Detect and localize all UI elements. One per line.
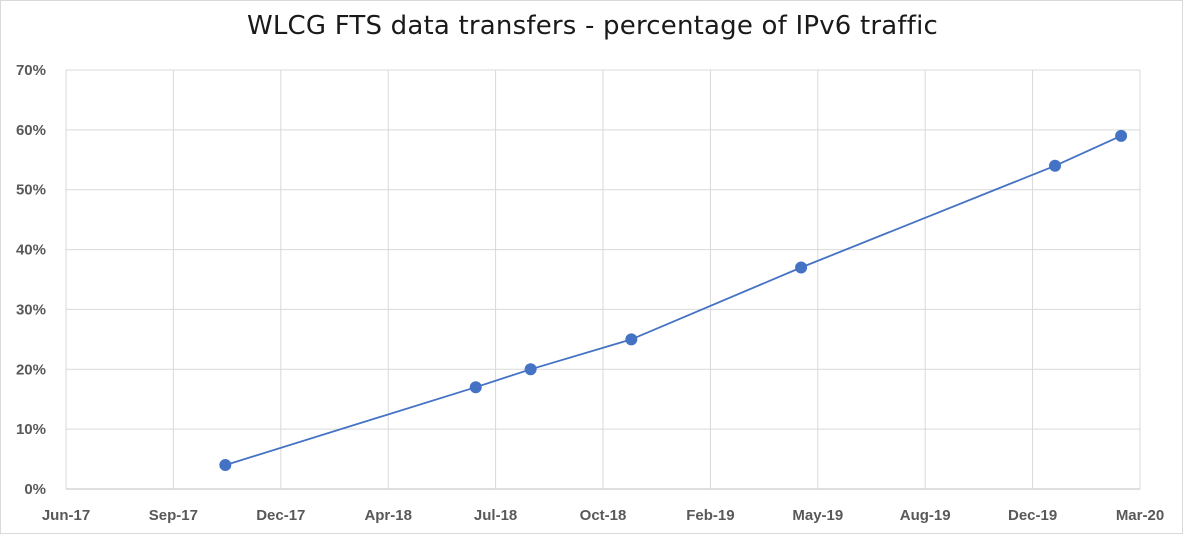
y-tick-label: 30% — [16, 301, 46, 318]
chart-title: WLCG FTS data transfers - percentage of … — [246, 11, 939, 41]
data-point — [219, 459, 232, 472]
y-tick-label: 20% — [16, 361, 46, 378]
x-tick-label: Jul-18 — [474, 507, 517, 524]
y-tick-label: 10% — [16, 421, 46, 438]
x-tick-label: Sep-17 — [149, 507, 198, 524]
y-tick-label: 60% — [16, 122, 46, 139]
x-tick-label: May-19 — [792, 507, 843, 524]
y-tick-label: 50% — [16, 182, 46, 199]
y-tick-label: 70% — [16, 62, 46, 79]
data-point — [795, 261, 808, 274]
x-tick-label: Mar-20 — [1116, 507, 1164, 524]
x-tick-label: Dec-17 — [256, 507, 305, 524]
x-tick-label: Dec-19 — [1008, 507, 1057, 524]
data-point — [1115, 129, 1128, 142]
x-tick-label: Oct-18 — [580, 507, 627, 524]
y-axis-tick-labels: 0% 10% 20% 30% 40% 50% 60% 70% — [16, 62, 46, 498]
y-tick-label: 40% — [16, 242, 46, 259]
x-tick-label: Apr-18 — [364, 507, 412, 524]
x-tick-label: Aug-19 — [900, 507, 951, 524]
data-point — [1049, 159, 1062, 172]
series-group — [219, 129, 1128, 472]
x-axis-tick-labels: Jun-17 Sep-17 Dec-17 Apr-18 Jul-18 Oct-18 Feb-… — [42, 507, 1164, 524]
gridlines — [65, 69, 1141, 490]
data-point — [524, 363, 537, 376]
x-tick-label: Feb-19 — [686, 507, 734, 524]
x-tick-label: Jun-17 — [42, 507, 90, 524]
y-tick-label: 0% — [24, 481, 46, 498]
data-point — [469, 381, 482, 394]
data-point — [625, 333, 638, 346]
series-line — [225, 134, 1122, 466]
